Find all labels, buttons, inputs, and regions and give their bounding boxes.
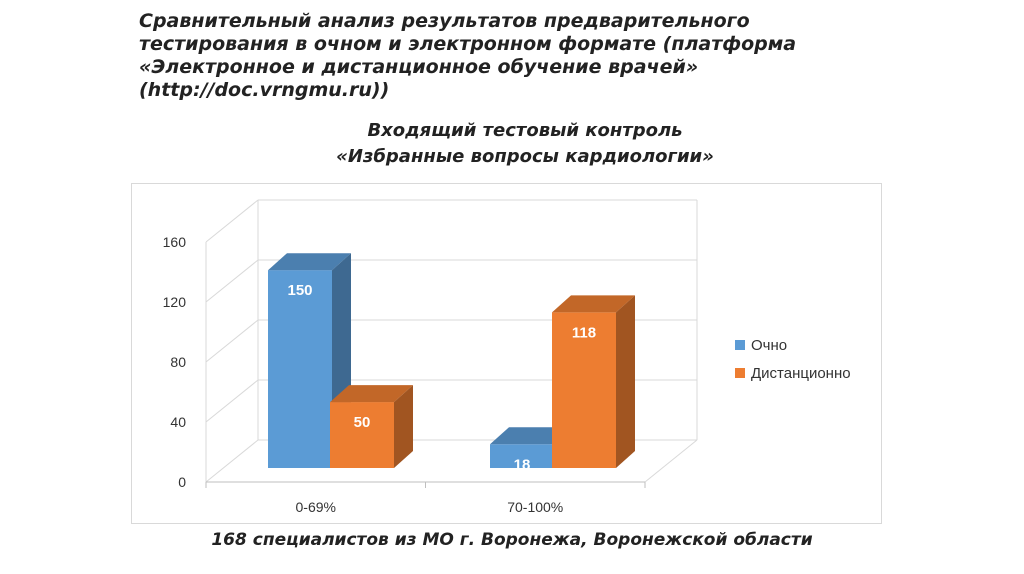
bar-value-label: 150 — [287, 282, 312, 299]
legend-label-ochno: Очно — [751, 336, 788, 354]
legend-item-distantsionno: Дистанционно — [735, 359, 851, 387]
legend-label-distantsionno: Дистанционно — [751, 364, 851, 382]
bar-front — [552, 312, 616, 468]
bar-front — [490, 444, 554, 468]
chart-axes — [205, 481, 646, 488]
y-tick-label: 120 — [163, 294, 187, 310]
floor-right-edge — [644, 439, 698, 483]
y-tick-label: 40 — [170, 414, 186, 430]
bar-value-label: 50 — [354, 414, 371, 431]
bar-top — [268, 253, 351, 271]
chart-bars — [268, 253, 635, 468]
y-tick-label: 160 — [163, 234, 187, 250]
chart-title: Входящий тестовый контроль — [367, 120, 683, 141]
bar-side — [394, 385, 413, 468]
bar-side — [616, 295, 635, 468]
bar-value-label: 18 — [514, 456, 531, 473]
chart-caption: 168 специалистов из МО г. Воронежа, Воро… — [211, 530, 813, 550]
bar-top — [552, 295, 635, 313]
bar-front — [330, 402, 394, 468]
legend-swatch-ochno — [735, 340, 745, 350]
side-gridline — [205, 199, 259, 243]
y-tick-label: 0 — [178, 474, 186, 490]
side-gridline — [205, 439, 259, 483]
chart-frame — [131, 183, 882, 524]
bar-value-label: 118 — [572, 324, 596, 341]
side-gridline — [205, 319, 259, 363]
bar-top — [330, 385, 413, 403]
x-category-label: 70-100% — [507, 499, 563, 515]
side-gridline — [205, 379, 259, 423]
legend-item-ochno: Очно — [735, 331, 851, 359]
x-category-label: 0-69% — [296, 499, 336, 515]
y-tick-label: 80 — [170, 354, 186, 370]
chart-subtitle: «Избранные вопросы кардиологии» — [336, 146, 714, 167]
chart-labels: 0 40 80 120 160 0-69% 150 50 70-100% 18 118 — [163, 234, 596, 515]
page-heading: Сравнительный анализ результатов предвар… — [139, 10, 797, 101]
legend-swatch-distantsionno — [735, 368, 745, 378]
bar-front — [268, 270, 332, 468]
chart-legend: Очно Дистанционно — [735, 331, 851, 387]
side-gridline — [205, 259, 259, 303]
